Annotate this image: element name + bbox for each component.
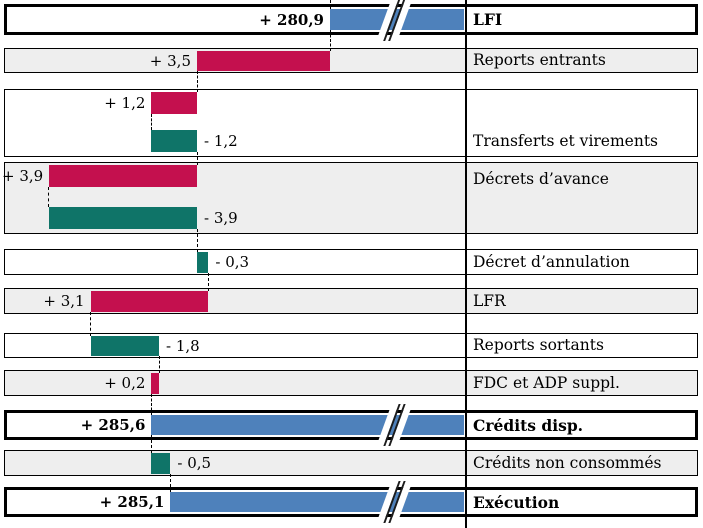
row-label: LFI bbox=[473, 10, 503, 29]
row-label: LFR bbox=[473, 291, 506, 310]
waterfall-connector bbox=[169, 473, 171, 492]
waterfall-connector bbox=[150, 435, 152, 453]
row-label: Décret d’annulation bbox=[473, 252, 630, 271]
chart-row bbox=[4, 48, 698, 73]
chart-row bbox=[4, 450, 698, 476]
bar-value-label: - 0,5 bbox=[177, 454, 212, 472]
bar-value-label: + 1,2 bbox=[104, 94, 146, 112]
row-label: FDC et ADP suppl. bbox=[473, 373, 620, 392]
bar-value-label: + 285,1 bbox=[99, 493, 165, 511]
waterfall-connector bbox=[207, 272, 209, 291]
bar-value-label: - 1,8 bbox=[166, 336, 200, 355]
waterfall-connector bbox=[329, 30, 331, 51]
bar-value-label: - 3,9 bbox=[204, 209, 238, 227]
waterfall-connector bbox=[150, 114, 152, 130]
bar-value-label: + 285,6 bbox=[80, 416, 146, 434]
chart-row bbox=[4, 370, 698, 396]
teal-bar-segment bbox=[90, 335, 159, 356]
bar-value-label: + 3,9 bbox=[2, 167, 44, 185]
row-label: Reports sortants bbox=[473, 336, 604, 354]
blue-bar-segment bbox=[151, 415, 464, 435]
red-bar-segment bbox=[197, 50, 330, 71]
row-label: Crédits disp. bbox=[473, 415, 584, 435]
teal-bar-segment bbox=[151, 452, 171, 474]
waterfall-connector bbox=[196, 229, 198, 252]
waterfall-connector bbox=[196, 152, 198, 165]
row-label: Crédits non consommés bbox=[473, 453, 662, 472]
row-label: Transferts et virements bbox=[473, 131, 659, 150]
bar-value-label: + 280,9 bbox=[259, 10, 324, 29]
teal-bar-segment bbox=[48, 207, 197, 229]
bar-value-label: + 0,2 bbox=[104, 374, 146, 392]
red-bar-segment bbox=[90, 290, 209, 312]
waterfall-connector bbox=[90, 311, 92, 336]
teal-bar-segment bbox=[151, 130, 197, 152]
bar-value-label: - 1,2 bbox=[204, 132, 238, 150]
row-label: Exécution bbox=[473, 492, 560, 512]
teal-bar-segment bbox=[197, 251, 209, 273]
bar-value-label: + 3,1 bbox=[43, 292, 85, 310]
chart-row bbox=[4, 89, 698, 157]
bar-value-label: + 3,5 bbox=[149, 51, 191, 70]
waterfall-connector bbox=[158, 355, 160, 373]
label-divider-line bbox=[465, 0, 467, 528]
waterfall-connector bbox=[329, 0, 331, 9]
red-bar-segment bbox=[151, 92, 197, 114]
bar-value-label: - 0,3 bbox=[215, 253, 250, 271]
row-label: Décrets d’avance bbox=[473, 169, 609, 188]
chart-row bbox=[4, 249, 698, 275]
red-bar-segment bbox=[48, 165, 197, 187]
row-label: Reports entrants bbox=[473, 51, 606, 69]
blue-bar-segment bbox=[170, 492, 464, 512]
waterfall-connector bbox=[48, 187, 50, 207]
waterfall-connector bbox=[150, 393, 152, 415]
waterfall-connector bbox=[196, 70, 198, 92]
red-bar-segment bbox=[151, 372, 159, 394]
